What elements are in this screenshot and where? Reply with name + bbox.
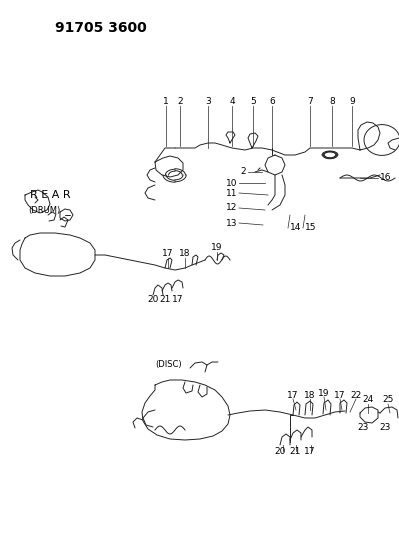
Text: 14: 14 [290,223,301,232]
Text: 17: 17 [304,447,316,456]
Text: 21: 21 [159,295,171,304]
Text: R E A R: R E A R [30,190,71,200]
Text: 13: 13 [225,219,237,228]
Text: 23: 23 [358,424,369,432]
Text: 4: 4 [229,98,235,107]
Text: 6: 6 [269,98,275,107]
Text: 2: 2 [177,98,183,107]
Text: 23: 23 [379,424,391,432]
Text: 8: 8 [329,98,335,107]
Text: 19: 19 [211,244,223,253]
Text: 20: 20 [275,447,286,456]
Text: 16: 16 [380,174,391,182]
Text: 18: 18 [304,391,316,400]
Text: 21: 21 [289,447,301,456]
Text: 5: 5 [250,98,256,107]
Text: 9: 9 [349,98,355,107]
Text: 25: 25 [382,395,394,405]
Text: 22: 22 [350,391,361,400]
Text: 18: 18 [179,249,191,259]
Text: 3: 3 [205,98,211,107]
Text: 17: 17 [287,391,299,400]
Text: 91705 3600: 91705 3600 [55,21,147,35]
Text: 12: 12 [225,204,237,213]
Text: (DISC): (DISC) [155,360,182,369]
Text: 1: 1 [163,98,169,107]
Text: 11: 11 [225,189,237,198]
Text: 20: 20 [147,295,159,304]
Text: 19: 19 [318,389,330,398]
Text: 2: 2 [240,167,246,176]
Text: 17: 17 [162,249,174,259]
Text: 10: 10 [225,179,237,188]
Text: 17: 17 [334,391,346,400]
Text: 24: 24 [362,395,373,405]
Text: 7: 7 [307,98,313,107]
Text: 15: 15 [305,223,316,232]
Text: 17: 17 [172,295,184,304]
Text: (DRUM): (DRUM) [28,206,60,214]
